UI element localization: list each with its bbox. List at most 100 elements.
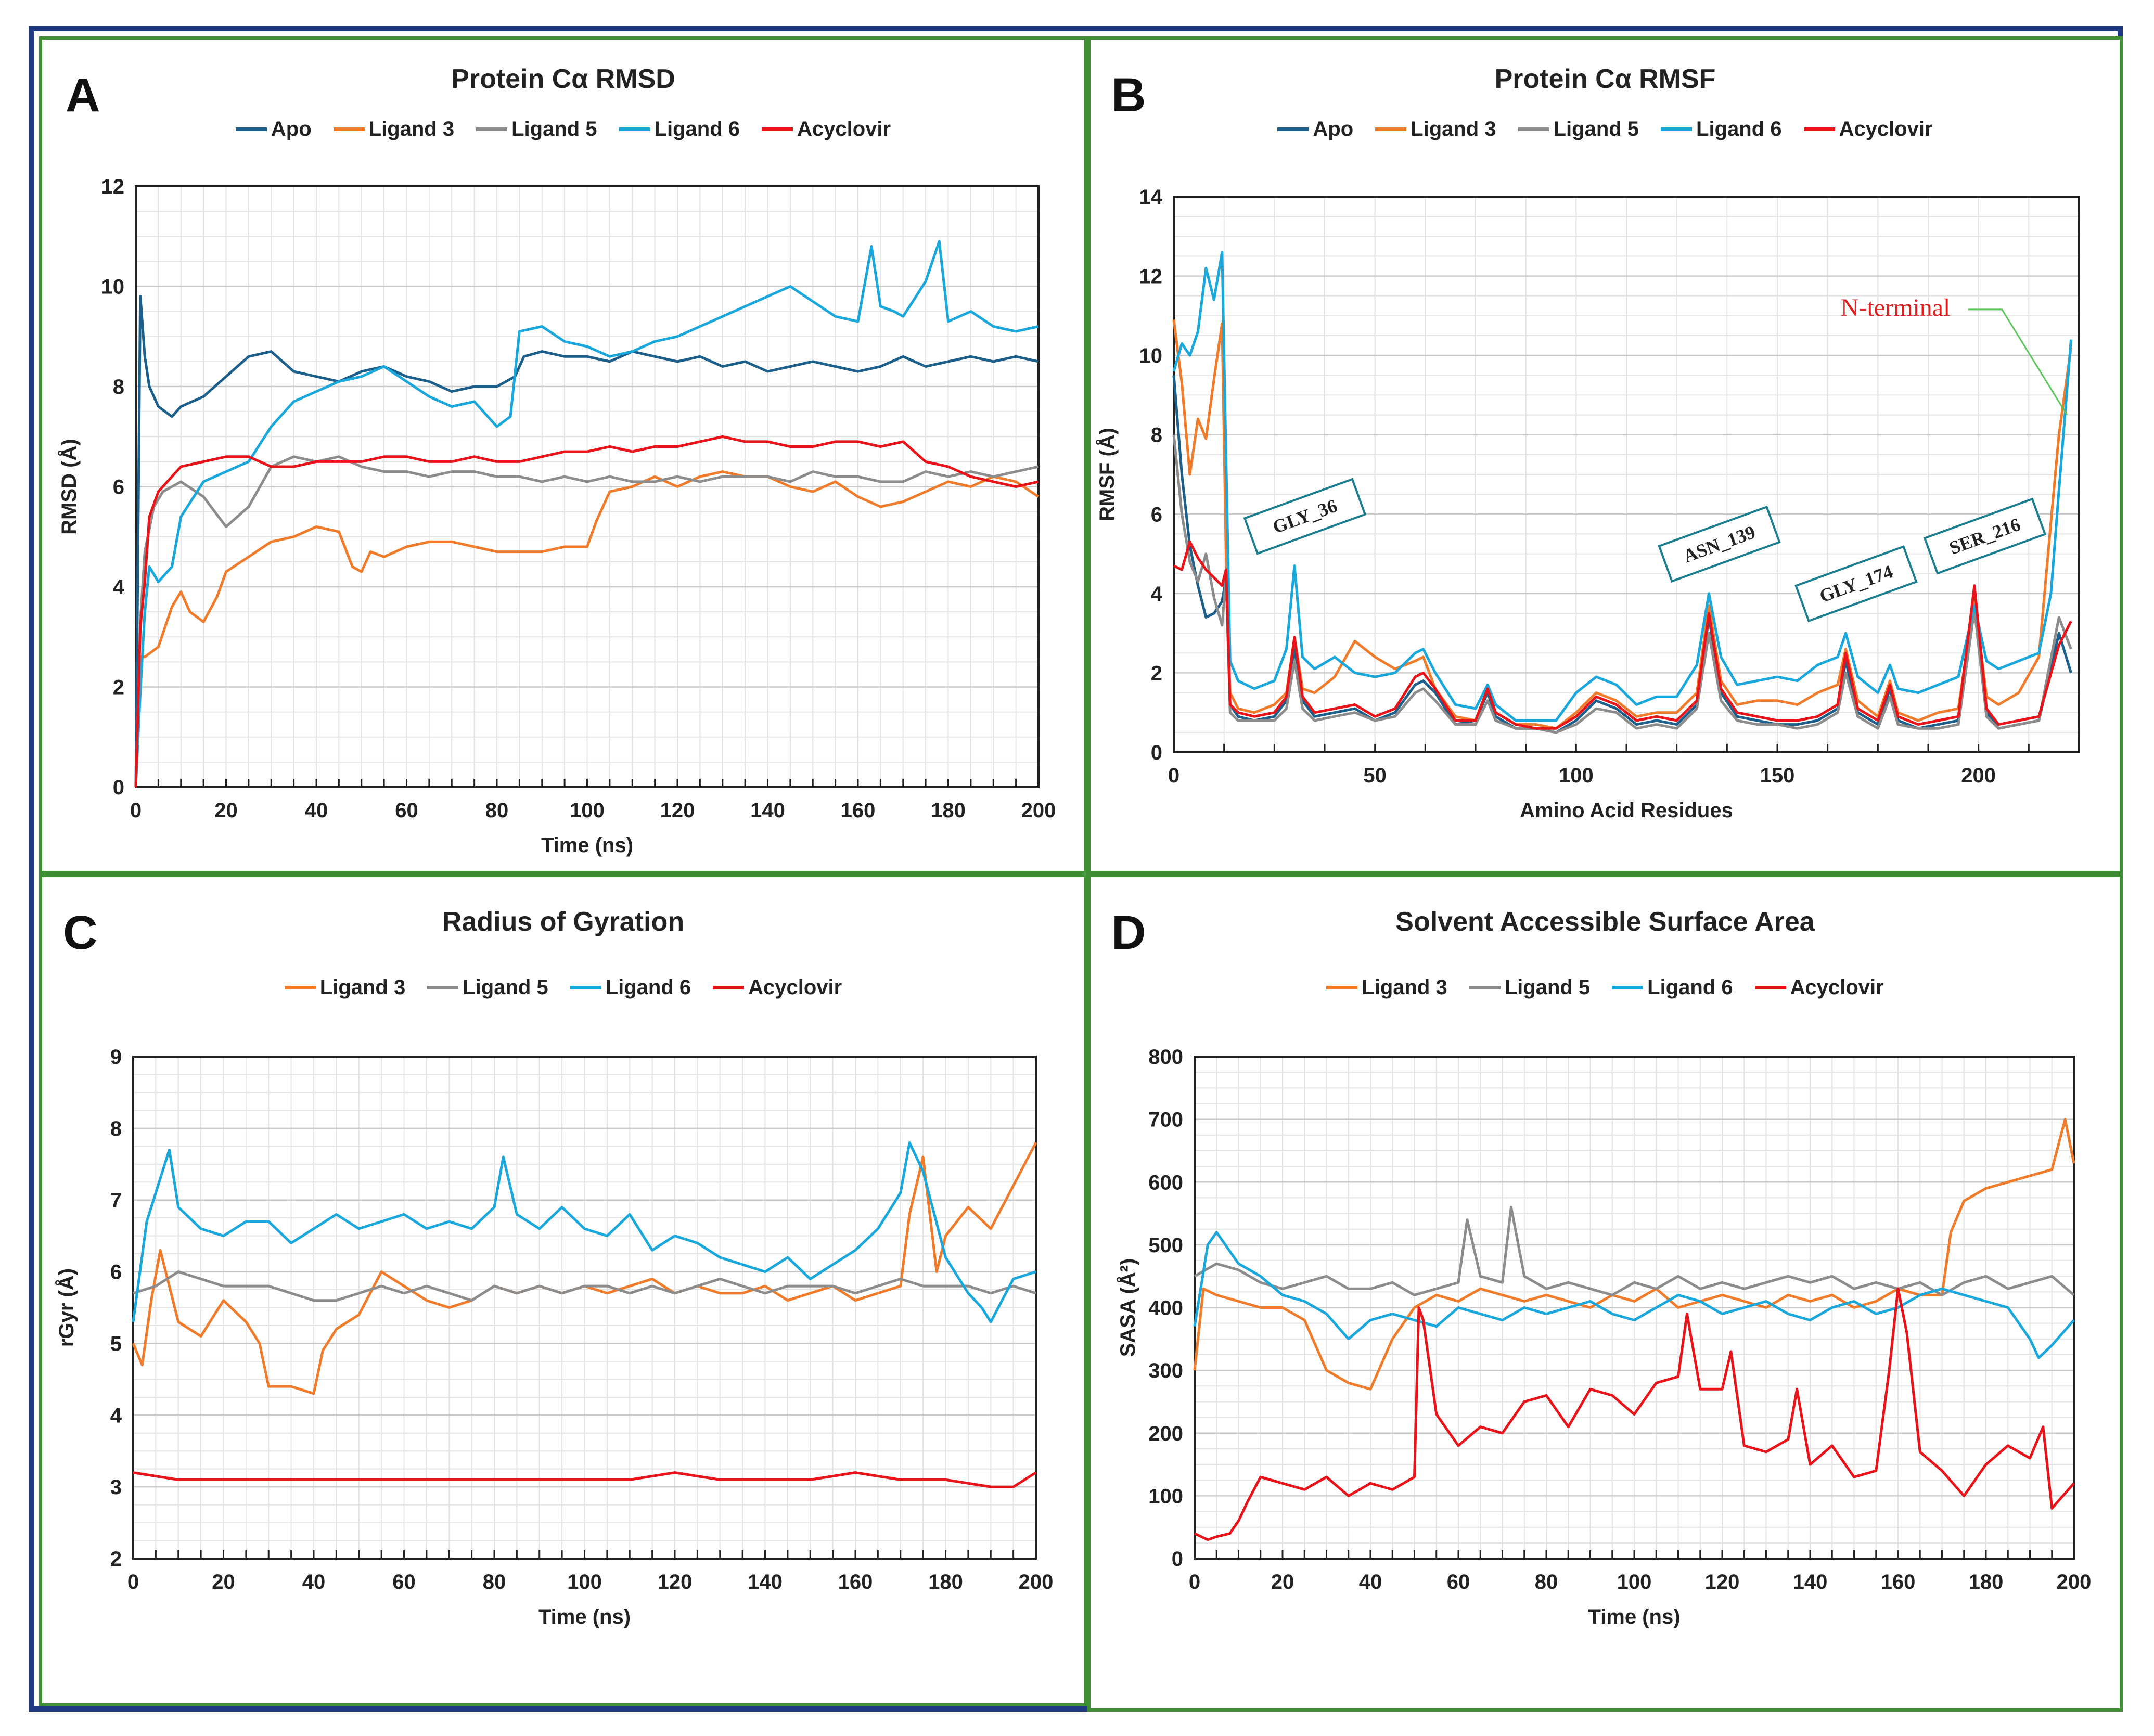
legend-swatch (284, 986, 316, 989)
legend-swatch (1277, 127, 1309, 131)
x-tick-label: 20 (1271, 1571, 1294, 1593)
y-tick-label: 8 (1151, 424, 1162, 447)
legend-swatch (713, 986, 745, 989)
series-line (1173, 541, 2072, 730)
legend-label: Ligand 6 (654, 118, 740, 140)
legend-swatch (427, 986, 459, 989)
x-tick-label: 60 (395, 799, 418, 822)
legend-item: Acyclovir (762, 118, 891, 141)
x-axis-label: Time (ns) (538, 1605, 631, 1628)
chart-d: 0 20 40 60 80 100 120 140 160 180 200 0 100 200 300 400… (1116, 1046, 2092, 1628)
legend-label: Ligand 3 (1411, 118, 1496, 140)
legend-item: Acyclovir (713, 976, 842, 999)
legend-a: Apo Ligand 3 Ligand 5 Ligand 6 Acyclovir (42, 118, 1084, 141)
x-tick-label: 160 (1881, 1571, 1916, 1593)
y-tick-label: 6 (110, 1261, 122, 1284)
annotation-frame (1243, 478, 1367, 555)
series-line (134, 470, 1040, 788)
x-tick-label: 160 (838, 1571, 873, 1593)
x-tick-label: 140 (750, 799, 785, 822)
y-axis-label: RMSD (Å) (57, 439, 81, 534)
series-line (134, 455, 1039, 788)
y-tick-label: 12 (1139, 265, 1163, 288)
legend-label: Ligand 3 (1362, 976, 1447, 999)
y-tick-label: 300 (1148, 1359, 1183, 1382)
x-tick-label: 100 (570, 799, 605, 822)
x-axis-label: Time (ns) (541, 834, 633, 857)
legend-swatch (1661, 127, 1693, 131)
legend-item: Ligand 5 (476, 118, 597, 141)
x-axis-label: Amino Acid Residues (1520, 799, 1733, 822)
y-tick-label: 500 (1148, 1234, 1183, 1257)
y-tick-label: 800 (1148, 1046, 1183, 1069)
legend-item: Acyclovir (1754, 976, 1884, 999)
chart-b: 0 50 100 150 200 0 2 4 6 8 10 12 14 Amino Acid Residu… (1095, 186, 2080, 822)
legend-label: Ligand 5 (1553, 118, 1639, 140)
x-tick-label: 80 (1535, 1571, 1558, 1593)
legend-swatch (1612, 986, 1644, 989)
x-tick-label: 140 (748, 1571, 783, 1593)
legend-label: Ligand 3 (368, 118, 455, 140)
y-tick-label: 2 (110, 1548, 122, 1571)
y-tick-label: 9 (110, 1046, 122, 1069)
legend-label: Acyclovir (1790, 976, 1884, 999)
panel-letter-c: C (63, 906, 98, 959)
x-tick-label: 200 (2057, 1571, 2092, 1593)
y-tick-label: 100 (1148, 1485, 1183, 1508)
x-tick-label: 180 (928, 1571, 963, 1593)
x-tick-label: 40 (305, 799, 328, 822)
legend-item: Ligand 3 (1375, 118, 1496, 141)
y-tick-label: 400 (1148, 1297, 1183, 1320)
legend-d: Ligand 3 Ligand 5 Ligand 6 Acyclovir (1091, 976, 2120, 999)
legend-item: Ligand 3 (333, 118, 455, 141)
legend-label: Ligand 5 (511, 118, 597, 140)
legend-label: Ligand 6 (1696, 118, 1782, 140)
legend-swatch (570, 986, 601, 989)
legend-label: Acyclovir (748, 976, 842, 999)
legend-item: Ligand 5 (1518, 118, 1639, 141)
series-line (1172, 434, 2072, 734)
y-tick-label: 200 (1148, 1422, 1183, 1445)
x-tick-label: 120 (660, 799, 695, 822)
x-tick-label: 180 (931, 799, 966, 822)
y-tick-label: 14 (1139, 186, 1163, 209)
legend-item: Ligand 6 (619, 118, 740, 141)
series-line (133, 1270, 1036, 1302)
grid (1173, 196, 2080, 753)
annotation-box: SER_216 (1923, 497, 2047, 575)
y-tick-label: 6 (113, 476, 124, 499)
annotation-box: GLY_36 (1243, 478, 1367, 555)
chart-title-d: Solvent Accessible Surface Area (1395, 907, 1815, 937)
legend-swatch (1469, 986, 1501, 989)
series-line (132, 1141, 1036, 1323)
annotation-frame (1658, 505, 1781, 583)
x-tick-label: 20 (214, 799, 238, 822)
x-tick-label: 120 (658, 1571, 693, 1593)
legend-label: Ligand 5 (463, 976, 548, 999)
annotation-frame (1923, 497, 2047, 575)
x-tick-label: 80 (483, 1571, 506, 1593)
x-tick-label: 180 (1969, 1571, 2004, 1593)
series-line (134, 240, 1039, 788)
x-tick-label: 0 (127, 1571, 139, 1593)
x-tick-label: 0 (1168, 764, 1179, 787)
annotation-label: N-terminal (1841, 294, 1951, 322)
y-axis-label: rGyr (Å) (55, 1268, 78, 1347)
x-tick-label: 80 (485, 799, 509, 822)
chart-a: 0 20 40 60 80 100 120 140 160 180 200 0 2 4 6 8 10 12 Time… (57, 175, 1056, 857)
y-axis-label: SASA (Å²) (1116, 1258, 1139, 1357)
y-tick-label: 0 (1151, 741, 1162, 764)
panel-d: D Solvent Accessible Surface Area Ligand… (1087, 874, 2123, 1712)
series-line (1194, 1206, 2075, 1296)
legend-swatch (1326, 986, 1358, 989)
y-tick-label: 600 (1148, 1171, 1183, 1194)
y-tick-label: 7 (110, 1189, 122, 1212)
y-tick-label: 700 (1148, 1109, 1183, 1131)
y-tick-label: 0 (113, 776, 124, 799)
x-tick-label: 60 (1447, 1571, 1470, 1593)
series-line (1194, 1287, 2075, 1541)
legend-item: Ligand 6 (1612, 976, 1733, 999)
series-line (1172, 319, 2072, 730)
y-tick-label: 6 (1151, 503, 1162, 526)
x-tick-label: 140 (1793, 1571, 1828, 1593)
